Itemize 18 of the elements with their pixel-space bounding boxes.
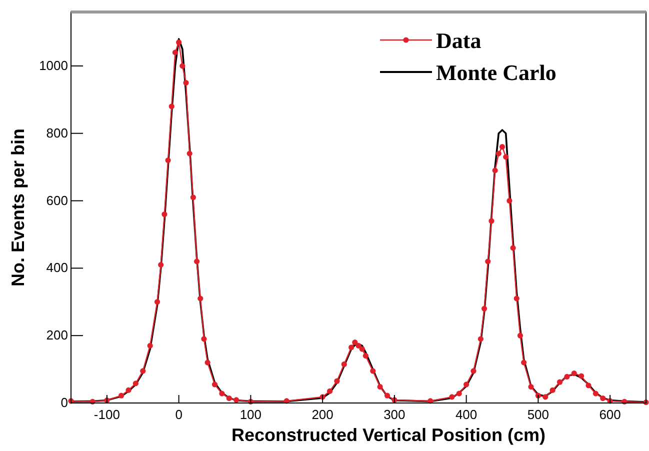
x-tick-label: 500 [527, 407, 550, 422]
y-tick-label: 200 [46, 328, 68, 343]
x-tick-label: 300 [384, 407, 406, 422]
x-tick-label: 600 [599, 407, 621, 422]
x-tick-label: 400 [455, 407, 478, 422]
x-tick-label: 0 [175, 407, 182, 422]
y-tick-label: 1000 [39, 58, 68, 73]
x-tick-label: -100 [94, 407, 120, 422]
y-axis-title: No. Events per bin [8, 128, 28, 287]
x-tick-label: 200 [312, 407, 334, 422]
x-axis-title: Reconstructed Vertical Position (cm) [231, 425, 546, 445]
y-tick-label: 0 [60, 395, 68, 410]
y-tick-label: 400 [46, 260, 68, 276]
legend-label: Data [436, 28, 482, 53]
y-tick-label: 800 [46, 125, 68, 140]
legend-label: Monte Carlo [436, 60, 556, 85]
y-tick-label: 600 [46, 192, 68, 208]
x-tick-label: 100 [240, 407, 262, 422]
